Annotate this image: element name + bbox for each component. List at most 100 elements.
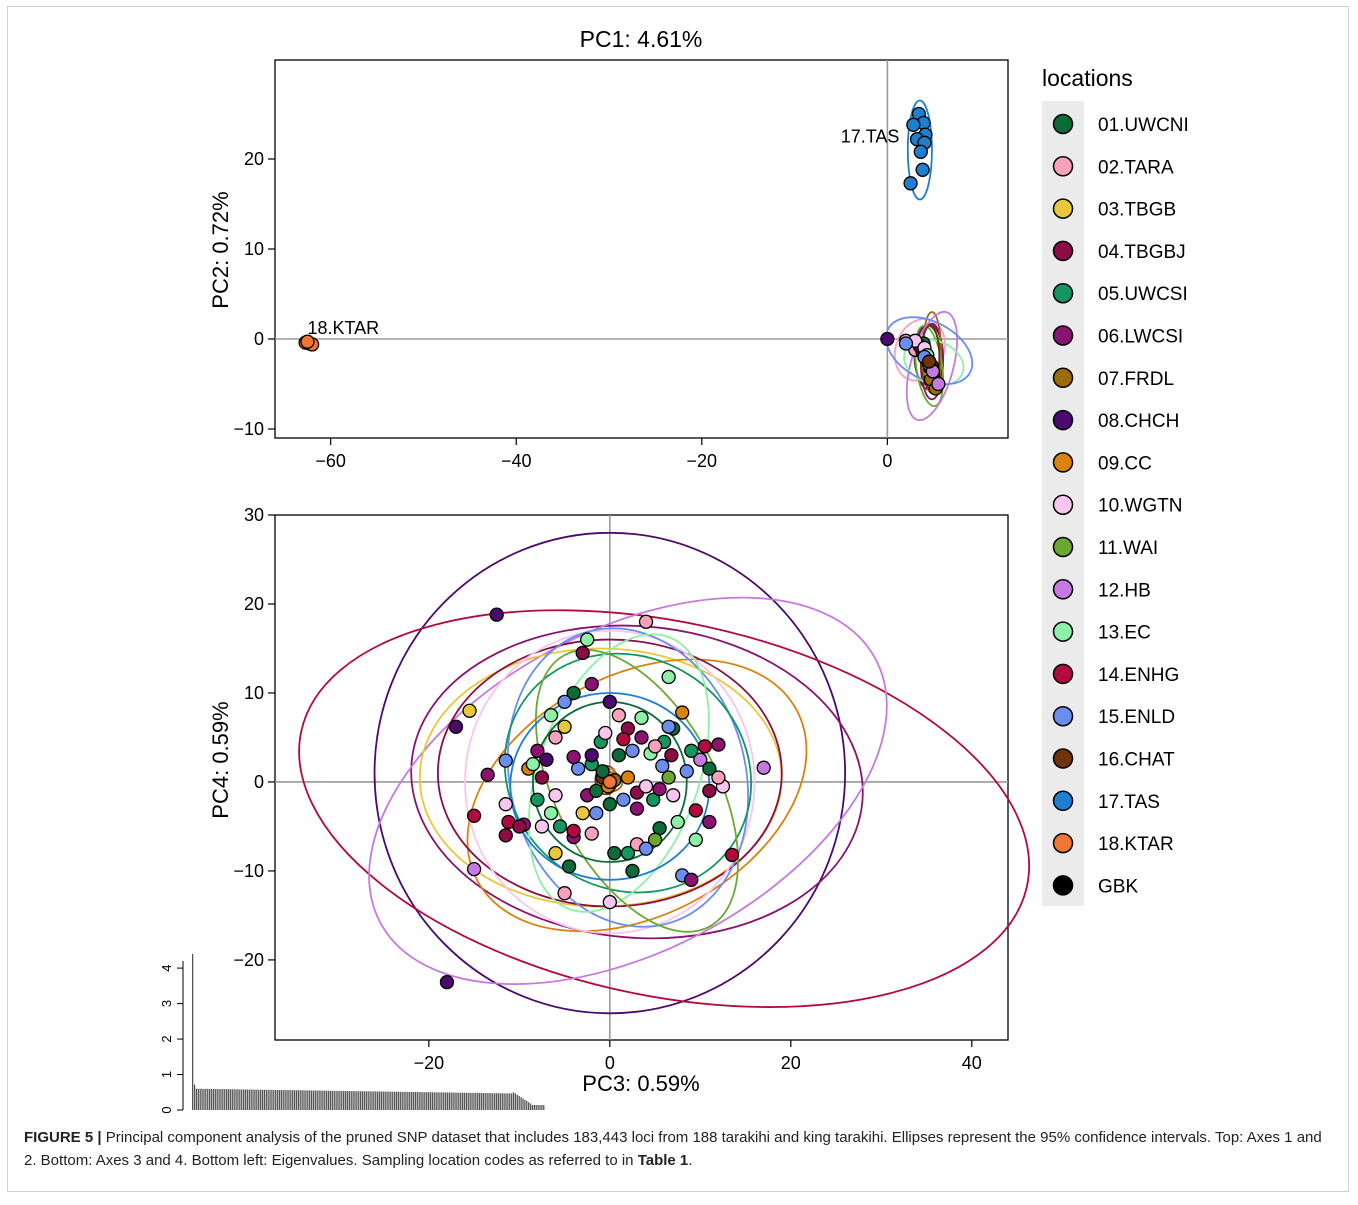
legend-label-10-wgtn: 10.WGTN <box>1098 496 1182 517</box>
bottom-points <box>439 607 771 990</box>
bottom-x-tick-label: 20 <box>781 1053 801 1073</box>
legend-title: locations <box>1042 65 1133 91</box>
eigen-bar <box>246 1089 249 1110</box>
eigen-bar <box>537 1105 539 1110</box>
eigen-bar <box>490 1093 492 1110</box>
legend-items: 01.UWCNI 02.TARA 03.TBGB 04.TBGBJ 05.UWCSI 06… <box>1052 113 1189 897</box>
point-08-chch <box>489 607 504 622</box>
eigen-bar <box>533 1105 535 1110</box>
top-title: PC1: 4.61% <box>580 26 703 52</box>
eigen-bars <box>192 953 545 1110</box>
point-15-enld <box>616 792 631 807</box>
point-14-enhg <box>616 732 631 747</box>
eigen-bar <box>288 1090 290 1110</box>
legend-label-15-enld: 15.ENLD <box>1098 707 1175 728</box>
eigen-bar <box>248 1089 250 1110</box>
eigen-bar <box>312 1090 315 1110</box>
eigen-bar <box>273 1089 275 1110</box>
legend-marker-gbk <box>1052 875 1074 896</box>
ellipse-12-hb <box>905 310 958 422</box>
legend-label-02-tara: 02.TARA <box>1098 157 1174 178</box>
top-x-tick-label: −60 <box>315 451 346 471</box>
point-13-ec <box>661 669 676 685</box>
point-04-tbgbj <box>512 819 527 834</box>
legend-marker-06-lwcsi <box>1052 325 1074 346</box>
eigen-bar <box>439 1092 441 1110</box>
point-05-uwcsi <box>620 845 636 861</box>
top-x-tick-label: −20 <box>687 451 718 471</box>
point-05-uwcsi <box>684 743 699 758</box>
eigen-bar <box>478 1092 481 1110</box>
eigen-bar <box>222 1089 224 1110</box>
point-02-tara <box>548 730 563 745</box>
eigen-bar <box>320 1090 322 1110</box>
point-03-tbgb <box>575 805 590 821</box>
eigen-bar <box>375 1091 377 1110</box>
eigen-bar <box>390 1091 392 1110</box>
eigen-bar <box>454 1092 456 1110</box>
bottom-y-tick-label: 10 <box>244 683 264 703</box>
top-y-tick-label: 20 <box>244 149 264 169</box>
eigen-bar <box>242 1089 245 1110</box>
point-15-enld <box>655 758 670 774</box>
point-03-tbgb <box>548 845 563 861</box>
point-08-chch <box>448 719 464 734</box>
point-15-enld <box>679 764 694 779</box>
legend-label-07-frdl: 07.FRDL <box>1098 369 1174 390</box>
eigen-bar <box>433 1092 435 1110</box>
point-01-uwcni <box>702 761 717 776</box>
top-y-tick-label: 10 <box>244 239 264 259</box>
point-06-lwcsi <box>566 749 581 765</box>
point-10-wgtn <box>638 779 654 794</box>
point-14-enhg <box>688 803 703 818</box>
legend-label-18-ktar: 18.KTAR <box>1098 834 1174 855</box>
eigen-bar <box>284 1090 286 1110</box>
legend-marker-17-tas <box>1052 790 1074 812</box>
eigen-bar <box>252 1089 254 1110</box>
eigen-bar <box>327 1090 330 1110</box>
eigen-bar <box>393 1091 396 1110</box>
eigen-bar <box>518 1095 520 1110</box>
eigen-bar <box>503 1093 505 1110</box>
point-03-tbgb <box>462 703 477 718</box>
eigen-bar <box>514 1093 517 1110</box>
legend-marker-15-enld <box>1052 705 1074 727</box>
point-12-hb <box>931 376 946 392</box>
top-y-axis-label: PC2: 0.72% <box>208 191 233 308</box>
eigen-bar <box>365 1091 367 1110</box>
eigen-bar <box>373 1091 375 1110</box>
point-01-uwcni <box>589 783 604 798</box>
ellipse-17-tas <box>906 99 933 201</box>
eigen-bar <box>275 1089 277 1110</box>
eigen-bar <box>201 1088 203 1110</box>
legend-label-11-wai: 11.WAI <box>1098 538 1158 559</box>
eigen-bar <box>409 1091 411 1110</box>
eigen-bar <box>492 1093 494 1110</box>
point-11-wai <box>647 832 663 847</box>
legend: locations 01.UWCNI 02.TARA 03.TBGB 04.TBGBJ… <box>1042 65 1189 906</box>
legend-marker-07-frdl <box>1052 367 1074 389</box>
legend-label-12-hb: 12.HB <box>1098 580 1151 601</box>
eigen-bar <box>265 1089 267 1110</box>
point-17-tas <box>915 162 930 177</box>
point-18-ktar <box>300 334 315 349</box>
eigen-bar <box>429 1092 432 1110</box>
figure-caption: FIGURE 5 | Principal component analysis … <box>24 1126 1324 1172</box>
point-17-tas <box>913 144 928 159</box>
eigen-bar <box>358 1091 360 1110</box>
point-06-lwcsi <box>584 676 599 692</box>
eigen-bar <box>422 1092 424 1110</box>
eigen-bar <box>241 1089 243 1110</box>
eigen-bar <box>333 1090 335 1110</box>
eigen-bar <box>324 1090 326 1110</box>
bottom-plot-border <box>274 514 1009 1041</box>
eigen-bar <box>278 1089 281 1110</box>
legend-label-01-uwcni: 01.UWCNI <box>1098 115 1189 136</box>
eigen-bar <box>225 1089 228 1110</box>
top-x-axis-ticks: −60 −40 −20 0 <box>315 438 892 471</box>
eigen-bar <box>212 1088 215 1110</box>
point-08-chch <box>880 331 895 347</box>
eigen-bar <box>543 1105 545 1110</box>
ellipse-11-wai <box>914 324 945 408</box>
bottom-y-axis-label: PC4: 0.59% <box>208 701 233 818</box>
